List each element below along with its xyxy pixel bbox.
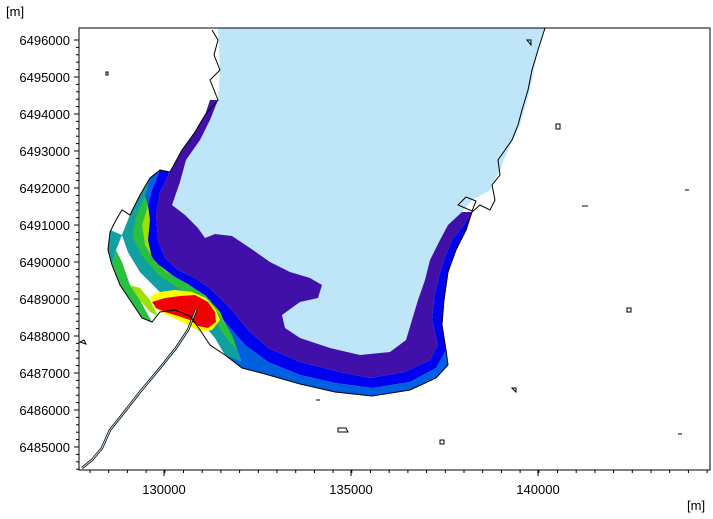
y-tick-label: 6493000: [19, 144, 70, 159]
island: [439, 439, 445, 445]
island: [555, 123, 561, 130]
y-tick-label: 6494000: [19, 107, 70, 122]
map-layer: [78, 27, 689, 469]
island: [525, 39, 532, 47]
y-tick-label: 6492000: [19, 181, 70, 196]
island: [105, 71, 109, 76]
x-tick-label: 130000: [142, 482, 185, 497]
band-violet: [156, 100, 472, 378]
islands: [78, 39, 689, 445]
band-red: [152, 295, 216, 328]
x-tick-label: 140000: [516, 482, 559, 497]
plot-frame: [78, 27, 711, 471]
y-tick-label: 6495000: [19, 70, 70, 85]
y-tick-label: 6486000: [19, 403, 70, 418]
island: [78, 339, 87, 345]
y-tick-label: 6496000: [19, 33, 70, 48]
river-channel-inner: [81, 309, 197, 469]
x-tick-label: 135000: [329, 482, 372, 497]
y-tick-label: 6490000: [19, 255, 70, 270]
y-tick-label: 6491000: [19, 218, 70, 233]
island: [457, 196, 477, 212]
x-axis: 130000 135000 140000: [89, 470, 708, 497]
y-axis: 6496000 6495000 6494000 6493000 6492000 64910…: [19, 33, 79, 470]
x-axis-unit-label: [m]: [687, 498, 705, 513]
island: [510, 387, 517, 394]
bay-water: [172, 28, 545, 355]
y-tick-label: 6485000: [19, 440, 70, 455]
y-axis-unit-label: [m]: [6, 4, 24, 19]
coastline: [107, 27, 546, 397]
y-tick-label: 6487000: [19, 366, 70, 381]
island: [626, 307, 632, 313]
y-tick-label: 6488000: [19, 329, 70, 344]
island: [337, 427, 349, 433]
y-tick-label: 6489000: [19, 292, 70, 307]
